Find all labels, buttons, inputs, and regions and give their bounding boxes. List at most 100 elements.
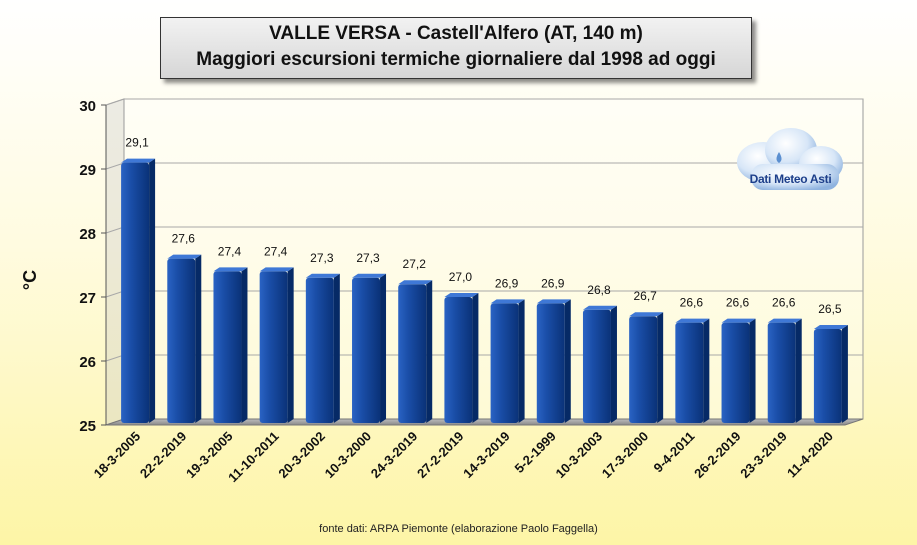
y-tick-label: 25 xyxy=(79,418,96,435)
bar xyxy=(675,318,710,423)
bar-top xyxy=(398,280,433,285)
data-label: 27,3 xyxy=(310,251,334,265)
bar-top xyxy=(259,267,294,272)
bar-top xyxy=(675,318,710,323)
bar-front xyxy=(444,297,473,423)
bar-top xyxy=(352,273,387,278)
bar-side xyxy=(426,280,433,423)
x-tick-label: 17-3-2000 xyxy=(599,429,652,482)
bar-top xyxy=(582,305,617,310)
data-label: 27,3 xyxy=(356,251,380,265)
bar-top xyxy=(213,267,248,272)
plot-floor xyxy=(105,418,864,426)
bar-front xyxy=(536,303,565,423)
x-tick-label: 11-10-2011 xyxy=(225,429,282,486)
bar-side xyxy=(564,299,571,423)
bar-side xyxy=(195,254,202,423)
bar-top xyxy=(813,325,848,329)
bar-side xyxy=(241,267,248,423)
bar xyxy=(167,254,202,423)
bar-side xyxy=(149,158,156,423)
bar-side xyxy=(287,267,294,423)
data-label: 26,6 xyxy=(680,296,704,310)
bar xyxy=(352,273,387,423)
x-tick-label: 5-2-1999 xyxy=(511,429,558,476)
chart-title-line-2: Maggiori escursioni termiche giornaliere… xyxy=(196,49,716,70)
bar-side xyxy=(333,273,340,423)
bar-front xyxy=(675,322,704,423)
bar xyxy=(582,305,617,423)
bar-front xyxy=(167,258,196,423)
bar-front xyxy=(721,322,750,423)
x-tick-label: 10-3-2000 xyxy=(322,429,375,482)
bar-top xyxy=(767,318,802,323)
y-tick-label: 28 xyxy=(79,226,96,243)
data-label: 27,6 xyxy=(172,232,196,246)
x-tick-label: 10-3-2003 xyxy=(553,429,606,482)
x-tick-label: 18-3-2005 xyxy=(91,429,144,482)
data-label: 26,8 xyxy=(587,283,611,297)
data-label: 27,4 xyxy=(218,244,242,258)
bar-side xyxy=(703,318,710,423)
bar-side xyxy=(380,273,387,423)
bars: 29,1 27,6 27,4 27,4 27,3 27,3 27,2 27,0 26,9 26,9… xyxy=(121,136,848,423)
y-tick-label: 30 xyxy=(79,98,96,115)
bar-top xyxy=(305,273,340,278)
x-tick-label: 14-3-2019 xyxy=(460,429,513,482)
data-label: 26,7 xyxy=(633,289,657,303)
cloud-raindrop-icon xyxy=(737,128,843,190)
data-label: 26,9 xyxy=(541,276,565,290)
bar xyxy=(721,318,756,423)
y-tick-label: 26 xyxy=(79,354,96,371)
bar-side xyxy=(657,312,664,423)
bar-side xyxy=(472,293,479,423)
bar-front xyxy=(813,329,842,423)
chart-title-box: VALLE VERSA - Castell'Alfero (AT, 140 m)… xyxy=(160,17,752,79)
x-tick-label: 20-3-2002 xyxy=(275,429,328,482)
logo-text: Dati Meteo Asti xyxy=(749,172,832,186)
bar xyxy=(536,299,571,423)
y-tick-label: 29 xyxy=(79,162,96,179)
x-tick-label: 11-4-2020 xyxy=(784,429,836,481)
bar-front xyxy=(767,322,796,423)
bar-side xyxy=(518,299,525,423)
bar-top xyxy=(536,299,571,304)
x-tick-label: 24-3-2019 xyxy=(368,429,421,482)
bar-top xyxy=(167,254,202,259)
data-label: 27,4 xyxy=(264,244,288,258)
bar-side xyxy=(610,305,617,423)
data-source-note: fonte dati: ARPA Piemonte (elaborazione … xyxy=(319,523,598,535)
bar xyxy=(813,325,848,423)
bar-front xyxy=(259,271,288,423)
y-axis: 25 26 27 28 29 30 xyxy=(79,98,107,435)
data-label: 26,5 xyxy=(818,302,842,316)
grid-line xyxy=(105,98,863,106)
bar-top xyxy=(629,312,664,317)
bar-side xyxy=(795,318,802,423)
bar-top xyxy=(721,318,756,323)
logo: Dati Meteo Asti xyxy=(733,128,848,198)
bar-side xyxy=(749,318,756,423)
x-tick-label: 26-2-2019 xyxy=(691,429,744,482)
bar xyxy=(398,280,433,423)
bar xyxy=(490,299,525,423)
bar xyxy=(213,267,248,423)
bar-top xyxy=(121,158,156,163)
x-tick-label: 9-4-2011 xyxy=(651,429,698,476)
bar xyxy=(121,158,156,423)
data-label: 27,2 xyxy=(403,257,427,271)
data-label: 26,6 xyxy=(726,296,750,310)
x-tick-label: 22-2-2019 xyxy=(137,429,190,482)
bar-front xyxy=(629,316,658,423)
bar-top xyxy=(490,299,525,304)
chart-title-line-1: VALLE VERSA - Castell'Alfero (AT, 140 m) xyxy=(269,23,643,44)
bar xyxy=(259,267,294,423)
y-tick-label: 27 xyxy=(79,290,96,307)
data-label: 27,0 xyxy=(449,270,473,284)
x-tick-label: 23-3-2019 xyxy=(737,429,790,482)
bar-front xyxy=(582,309,611,423)
bar xyxy=(444,293,479,423)
data-label: 26,6 xyxy=(772,296,796,310)
x-tick-label: 27-2-2019 xyxy=(414,429,467,482)
